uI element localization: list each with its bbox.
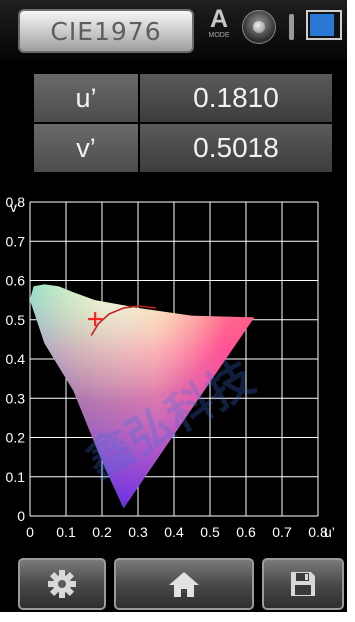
mode-letter: A (209, 5, 229, 33)
x-tick-label: 0.3 (128, 524, 148, 540)
u-value: 0.1810 (140, 74, 332, 122)
u-readout-row: u’ 0.1810 (34, 74, 332, 122)
y-tick-label: 0.4 (6, 351, 26, 367)
battery-icon (306, 10, 342, 40)
top-bar: CIE1976 A MODE (0, 0, 347, 60)
save-icon (291, 572, 315, 596)
home-button[interactable] (114, 558, 254, 610)
measured-point-marker (88, 312, 103, 327)
x-axis-label: u’ (324, 524, 335, 540)
dial-knob-icon[interactable] (242, 10, 276, 44)
axis-ticks: 00 0.1 0.1 0.2 0.2 0.3 0.3 0.4 0.4 0.5 0.5 0.6 0.6 0.… (6, 194, 328, 540)
x-tick-label: 0 (26, 524, 34, 540)
planckian-locus (90, 305, 157, 336)
y-tick-label: 0.1 (6, 469, 26, 485)
u-label: u’ (34, 74, 138, 122)
x-tick-label: 0.2 (92, 524, 112, 540)
x-tick-label: 0.1 (56, 524, 76, 540)
mode-button[interactable]: A MODE (204, 6, 234, 48)
v-value: 0.5018 (140, 124, 332, 172)
gear-icon (48, 570, 76, 598)
y-axis-label: v’ (10, 199, 20, 215)
signal-indicator (289, 14, 294, 40)
x-tick-label: 0.5 (200, 524, 220, 540)
settings-button[interactable] (18, 558, 106, 610)
x-tick-label: 0.8 (308, 524, 328, 540)
y-tick-label: 0.8 (6, 194, 26, 210)
save-button[interactable] (262, 558, 344, 610)
battery-level (310, 14, 334, 36)
color-space-title[interactable]: CIE1976 (18, 9, 194, 53)
home-icon (169, 572, 199, 597)
bottom-toolbar (0, 552, 347, 612)
x-tick-label: 0.4 (164, 524, 184, 540)
y-tick-label: 0.6 (6, 273, 26, 289)
y-tick-label: 0.3 (6, 390, 26, 406)
v-label: v’ (34, 124, 138, 172)
x-tick-label: 0.6 (236, 524, 256, 540)
cie-chromaticity-chart: 0 0 0.1 0.1 0.2 0.2 0.3 0.3 0.4 0.4 0.5 0.5 0.6 0.6 0.… (0, 186, 347, 550)
y-tick-label: 0.7 (6, 233, 26, 249)
y-tick-label: 0 (17, 508, 25, 524)
y-tick-label: 0.2 (6, 430, 26, 446)
mode-label: MODE (208, 32, 230, 39)
chromaticity-readouts: u’ 0.1810 v’ 0.5018 (34, 74, 332, 172)
chart-canvas: 00 0.1 0.1 0.2 0.2 0.3 0.3 0.4 0.4 0.5 0.5 0.6 0.6 0.… (6, 194, 335, 540)
device-screen: CIE1976 A MODE u’ 0.1810 v’ 0.5018 (0, 0, 347, 612)
v-readout-row: v’ 0.5018 (34, 124, 332, 172)
x-tick-label: 0.7 (272, 524, 292, 540)
y-tick-label: 0.5 (6, 312, 26, 328)
